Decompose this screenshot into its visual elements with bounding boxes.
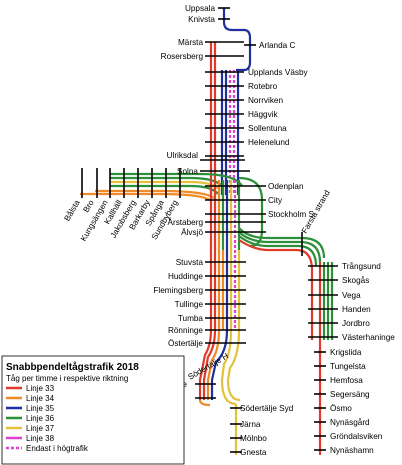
station-label-vasterhaninge: Västerhaninge: [342, 333, 395, 342]
station-label-nynasgard: Nynäsgård: [330, 417, 370, 427]
station-label-marsta: Märsta: [178, 38, 203, 47]
station-label-knivsta: Knivsta: [188, 15, 215, 24]
station-label-uppsala: Uppsala: [185, 4, 215, 13]
line-west-green-2: [110, 184, 219, 195]
station-label-ulriksdal: Ulriksdal: [167, 151, 199, 160]
station-label-upplands-vasby: Upplands Väsby: [248, 68, 309, 77]
station-label-helenelund: Helenelund: [248, 138, 290, 147]
legend-label-3: Linje 36: [26, 414, 55, 423]
station-label-flemingsberg: Flemingsberg: [153, 286, 203, 295]
line-sodertalje-yellow-2: [226, 329, 241, 402]
legend-label-4: Linje 37: [26, 424, 55, 433]
station-label-stuvsta: Stuvsta: [176, 258, 204, 267]
station-label-skogas: Skogås: [342, 275, 369, 285]
legend-label-1: Linje 34: [26, 394, 55, 403]
line-east-green-2: [238, 235, 318, 267]
station-label-solna: Solna: [177, 167, 198, 176]
line-east-green-3: [238, 227, 326, 259]
station-label-handen: Handen: [342, 305, 371, 314]
legend-title: Snabbpendeltågstrafik 2018: [6, 361, 139, 373]
line-sodertalje-red-2: [202, 329, 217, 400]
route-lines: [80, 8, 334, 455]
station-label-arlanda: Arlanda C: [259, 41, 295, 50]
station-label-ostertalje: Östertälje: [168, 338, 203, 348]
legend-label-2: Linje 35: [26, 404, 55, 413]
station-label-huddinge: Huddinge: [168, 272, 203, 281]
station-label-stockholm-s: Stockholm S: [268, 210, 314, 219]
station-label-segersang: Segersäng: [330, 390, 370, 399]
legend-label-6: Endast i högtrafik: [26, 444, 89, 453]
legend-label-0: Linje 33: [26, 384, 55, 393]
station-label-krigslida: Krigslida: [330, 348, 362, 357]
station-label-hemfosa: Hemfosa: [330, 376, 363, 385]
station-label-tumba: Tumba: [178, 314, 204, 323]
line-east-red: [238, 239, 314, 271]
station-label-tungelsta: Tungelsta: [330, 362, 366, 371]
station-label-jordbro: Jordbro: [342, 319, 370, 328]
station-ticks: [81, 7, 338, 453]
station-label-sollentuna: Sollentuna: [248, 124, 287, 133]
line-west-green-1: [110, 176, 223, 187]
line-blue-arlanda: [222, 8, 252, 72]
legend: Snabbpendeltågstrafik 2018 Tåg per timme…: [1, 355, 185, 465]
legend-label-5: Linje 38: [26, 434, 55, 443]
line-sodertalje-red-1: [198, 329, 213, 400]
station-label-balsta: Bålsta: [62, 198, 82, 223]
station-label-gnesta: Gnesta: [240, 448, 267, 457]
legend-subtitle: Tåg per timme i respektive riktning: [6, 374, 128, 383]
line-solna-green: [110, 172, 243, 187]
station-label-haggvik: Häggvik: [248, 110, 278, 119]
station-label-osmo: Ösmo: [330, 403, 352, 413]
station-label-norrviken: Norrviken: [248, 96, 283, 105]
station-label-city: City: [268, 196, 283, 205]
station-label-ronninge: Rönninge: [168, 326, 203, 335]
station-label-molnbo: Mölnbo: [240, 434, 267, 443]
station-label-rotebro: Rotebro: [248, 82, 278, 91]
station-label-tullinge: Tullinge: [175, 300, 204, 309]
station-label-nynashamn: Nynäshamn: [330, 446, 374, 455]
station-label-vega: Vega: [342, 291, 361, 300]
line-sodertalje-hook: [198, 399, 211, 407]
station-label-arstaberg: Årstaberg: [168, 217, 204, 227]
station-label-alvsjo: Älvsjö: [181, 227, 203, 237]
station-label-sodertalje-syd: Södertälje Syd: [240, 404, 294, 413]
line-west-orange-1: [80, 192, 211, 201]
station-label-rosersberg: Rosersberg: [161, 52, 204, 61]
line-sodertalje-blue: [210, 329, 229, 400]
station-label-grondalsviken: Gröndalsviken: [330, 432, 383, 441]
station-label-jarna: Järna: [240, 420, 261, 429]
station-label-trangsund: Trångsund: [342, 261, 381, 271]
station-label-odenplan: Odenplan: [268, 182, 304, 191]
line-east-green-1: [238, 231, 322, 263]
legend-box: [1, 355, 185, 465]
line-sodertalje-orange: [206, 329, 221, 400]
